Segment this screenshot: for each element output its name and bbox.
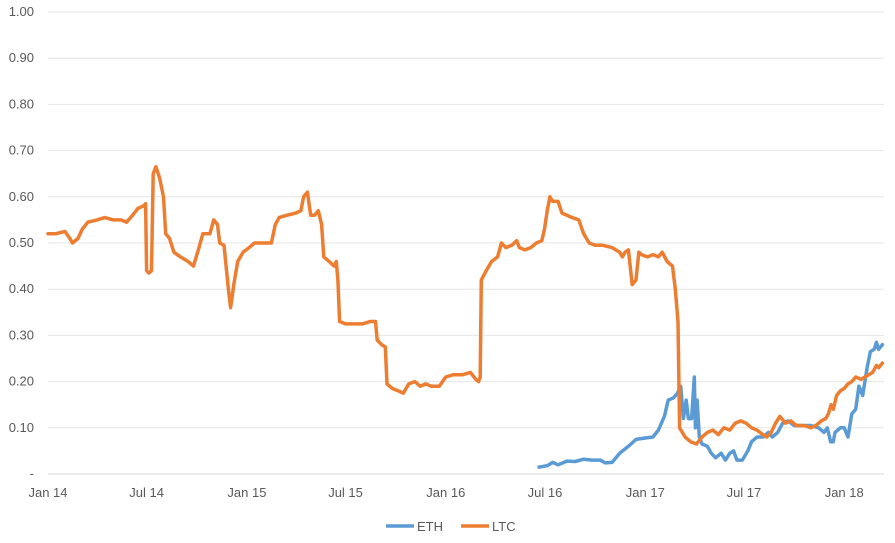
y-tick-label: 0.20 (9, 374, 34, 389)
y-tick-label: - (30, 466, 34, 481)
x-tick-label: Jan 18 (825, 485, 864, 500)
y-tick-label: 0.40 (9, 281, 34, 296)
legend-label-eth: ETH (417, 519, 443, 534)
y-tick-label: 0.60 (9, 189, 34, 204)
series-line-eth (537, 340, 885, 469)
gridlines (48, 11, 884, 475)
y-tick-label: 0.90 (9, 50, 34, 65)
legend: ETH LTC (386, 519, 516, 534)
legend-label-ltc: LTC (492, 519, 516, 534)
x-tick-label: Jan 17 (626, 485, 665, 500)
y-tick-label: 0.10 (9, 420, 34, 435)
series-lines (46, 165, 885, 469)
y-tick-label: 0.80 (9, 96, 34, 111)
x-tick-label: Jul 17 (727, 485, 762, 500)
y-tick-label: 0.70 (9, 143, 34, 158)
x-tick-label: Jan 14 (28, 485, 67, 500)
x-axis-ticks: Jan 14 Jul 14 Jan 15 Jul 15 Jan 16 Jul 16 Jan … (28, 485, 863, 500)
y-axis-ticks: - 0.10 0.20 0.30 0.40 0.50 0.60 0.70 0.80 0.90 1.0… (9, 4, 34, 481)
y-tick-label: 0.30 (9, 327, 34, 342)
y-tick-label: 1.00 (9, 4, 34, 19)
x-tick-label: Jul 15 (328, 485, 363, 500)
y-tick-label: 0.50 (9, 235, 34, 250)
x-tick-label: Jul 14 (129, 485, 164, 500)
x-tick-label: Jul 16 (528, 485, 563, 500)
x-tick-label: Jan 15 (227, 485, 266, 500)
x-tick-label: Jan 16 (426, 485, 465, 500)
series-line-ltc (46, 165, 885, 446)
